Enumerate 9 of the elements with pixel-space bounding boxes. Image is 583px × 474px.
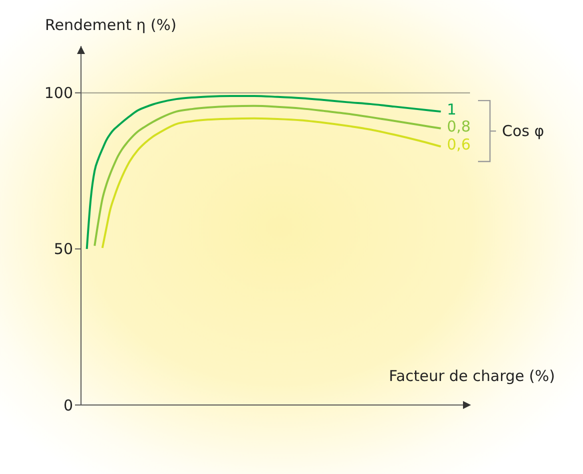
series-label: 0,8 <box>446 117 471 136</box>
y-axis-title: Rendement η (%) <box>45 16 176 34</box>
y-tick-label: 100 <box>44 84 73 102</box>
y-tick-label: 0 <box>63 396 73 414</box>
legend-title: Cos φ <box>502 122 544 140</box>
x-axis-title: Facteur de charge (%) <box>388 367 555 385</box>
series-label: 1 <box>446 100 456 119</box>
y-tick-label: 50 <box>54 240 73 258</box>
series-label: 0,6 <box>446 136 471 154</box>
